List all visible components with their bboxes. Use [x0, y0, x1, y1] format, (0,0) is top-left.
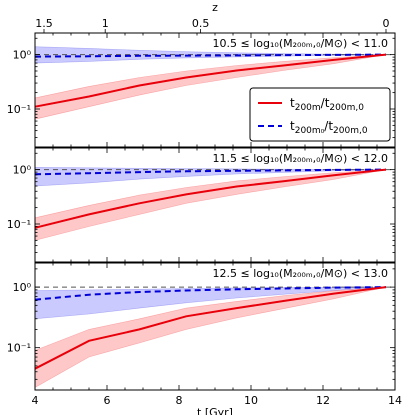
- x-tick-label: 14: [388, 394, 402, 407]
- y-tick-label: 10⁰: [13, 281, 32, 294]
- x-tick-label: 4: [32, 394, 39, 407]
- top-axis-tick-label: 0.5: [192, 17, 210, 30]
- x-axis-label: t [Gyr]: [197, 406, 233, 415]
- x-tick-label: 8: [176, 394, 183, 407]
- panel-frame: [34, 262, 396, 391]
- panel-title: 10.5 ≤ log₁₀(M₂₀₀ₘ,₀/M⊙) < 11.0: [213, 37, 388, 50]
- top-axis: z 1.5 1 0.5 0: [35, 1, 390, 33]
- panel-title: 11.5 ≤ log₁₀(M₂₀₀ₘ,₀/M⊙) < 12.0: [213, 152, 388, 165]
- blue-series-line: [34, 286, 387, 301]
- panel-frame: [34, 147, 396, 263]
- top-axis-tick-label: 1.5: [35, 17, 53, 30]
- red-series-line: [34, 286, 387, 370]
- legend-label-text: t: [290, 96, 295, 110]
- x-tick-label: 12: [316, 394, 330, 407]
- legend-label-subscript: 200m₀: [295, 126, 325, 136]
- legend-label: t200m₀/t200m,0: [290, 119, 368, 136]
- red-series-line: [34, 53, 387, 108]
- legend-box: [249, 87, 391, 142]
- red-band: [34, 54, 387, 120]
- blue-series-line: [34, 53, 387, 58]
- x-tick-label: 6: [104, 394, 111, 407]
- blue-series-line: [34, 168, 387, 176]
- y-tick-label: 10⁰: [13, 164, 32, 177]
- y-tick-label: 10⁻¹: [7, 342, 31, 355]
- top-axis-label: z: [212, 1, 218, 14]
- bottom-axis: t [Gyr] 4 6 8 10 12 14: [32, 394, 403, 415]
- legend-label-subscript: 200m,0: [329, 103, 364, 113]
- top-axis-tick-label: 1: [102, 17, 109, 30]
- legend-label-subscript: 200m: [295, 103, 321, 113]
- red-band: [34, 169, 387, 241]
- legend-label-text: /t: [321, 96, 330, 110]
- y-tick-label: 10⁻¹: [7, 103, 31, 116]
- panel-2: 10⁰ 10⁻¹ 11.5 ≤ log₁₀(M₂₀₀ₘ,₀/M⊙) < 12.0: [7, 147, 396, 263]
- legend-label-text: /t: [324, 119, 333, 133]
- legend-label-text: t: [290, 119, 295, 133]
- top-axis-tick-label: 0: [383, 17, 390, 30]
- red-series-line: [34, 168, 387, 229]
- y-tick-label: 10⁻¹: [7, 218, 31, 231]
- legend-label: t200m/t200m,0: [290, 96, 364, 113]
- legend-label-subscript: 200m,0: [333, 126, 368, 136]
- x-tick-label: 10: [244, 394, 258, 407]
- panel-1: 10⁰ 10⁻¹ 10.5 ≤ log₁₀(M₂₀₀ₘ,₀/M⊙) < 11.0: [7, 32, 396, 148]
- panel-title: 12.5 ≤ log₁₀(M₂₀₀ₘ,₀/M⊙) < 13.0: [213, 267, 388, 280]
- y-tick-label: 10⁰: [13, 49, 32, 62]
- blue-band: [34, 286, 387, 320]
- panel-3: 10⁰ 10⁻¹ 12.5 ≤ log₁₀(M₂₀₀ₘ,₀/M⊙) < 13.0: [7, 262, 396, 391]
